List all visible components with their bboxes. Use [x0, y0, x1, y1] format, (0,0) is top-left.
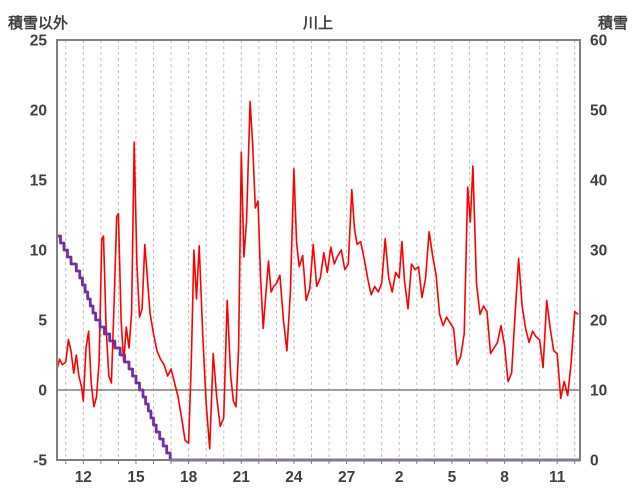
- right-axis-tick-label: 40: [590, 173, 607, 190]
- x-axis-tick-label: 27: [338, 469, 355, 486]
- x-axis-tick-label: 15: [127, 469, 145, 486]
- plot-border: [56, 39, 581, 461]
- right-axis-tick-label: 0: [590, 453, 599, 470]
- right-axis-tick-label: 50: [590, 103, 607, 120]
- left-axis-tick-label: 5: [38, 313, 47, 330]
- right-axis-tick-label: 10: [590, 383, 607, 400]
- right-axis-title: 積雪: [597, 15, 628, 32]
- right-axis-tick-label: 30: [590, 243, 607, 260]
- snow-depth-line: [57, 234, 580, 462]
- left-axis-tick-label: -5: [33, 453, 47, 470]
- right-axis-tick-label: 60: [590, 33, 607, 50]
- left-axis-tick-label: 10: [30, 243, 47, 260]
- x-axis-tick-label: 21: [233, 469, 251, 486]
- left-axis-title: 積雪以外: [8, 15, 69, 32]
- x-axis-tick-label: 11: [549, 469, 566, 486]
- x-axis-tick-label: 5: [448, 469, 457, 486]
- left-axis-tick-label: 0: [38, 383, 47, 400]
- x-axis-tick-label: 18: [180, 469, 198, 486]
- left-axis-tick-label: 25: [30, 33, 48, 50]
- x-axis-tick-label: 8: [500, 469, 509, 486]
- left-axis-tick-label: 15: [30, 173, 48, 190]
- left-axis-tick-label: 20: [30, 103, 47, 120]
- chart-title: 川上: [302, 15, 333, 32]
- temperature-line: [56, 100, 579, 450]
- x-axis-tick-label: 24: [285, 469, 303, 486]
- right-axis-tick-label: 20: [590, 313, 607, 330]
- x-axis-tick-label: 12: [75, 469, 92, 486]
- x-axis-tick-label: 2: [395, 469, 404, 486]
